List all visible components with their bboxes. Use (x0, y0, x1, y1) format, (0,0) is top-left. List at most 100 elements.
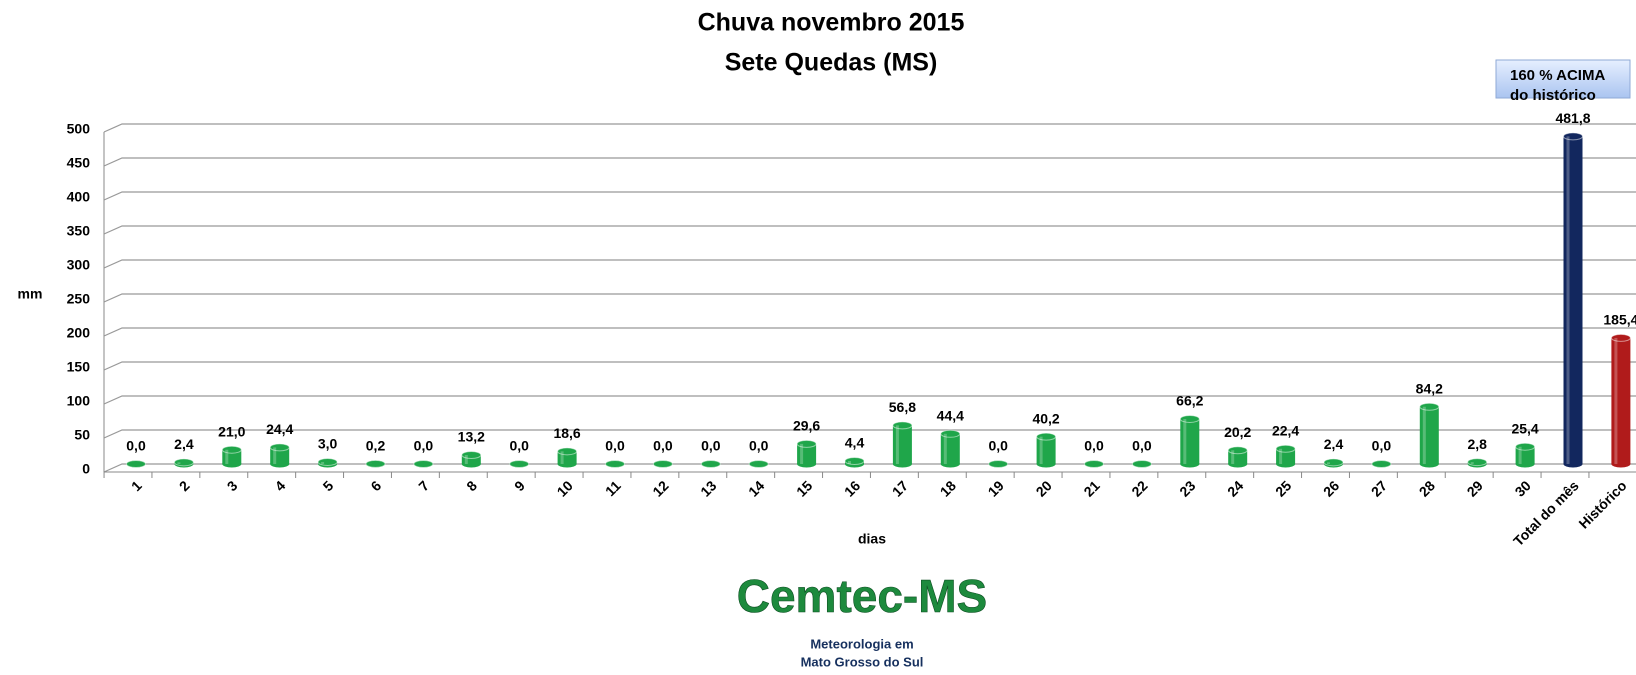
value-label: 0,2 (366, 438, 386, 454)
x-tick-label: Histórico (1575, 477, 1629, 531)
x-tick-label: 6 (367, 477, 384, 494)
y-tick-label: 300 (67, 257, 91, 273)
bar-shine (273, 447, 277, 464)
bar-shine (1231, 450, 1235, 464)
bar-body (1036, 436, 1056, 464)
grid-line (103, 157, 1636, 167)
bar-base (557, 460, 577, 468)
bar-base (1611, 460, 1631, 468)
bar-shine (177, 462, 181, 464)
bar-top (1371, 460, 1392, 468)
bar-top (1131, 460, 1152, 468)
bar-top (1515, 442, 1536, 451)
bar (1563, 132, 1583, 468)
x-tick-label: 17 (889, 477, 911, 499)
value-label: 21,0 (218, 423, 245, 439)
grid-line (103, 395, 1636, 405)
bar-top (652, 460, 673, 468)
bar-shine (943, 433, 947, 464)
bar-shine (1039, 436, 1043, 464)
x-tick-label: 16 (841, 477, 863, 499)
value-label: 22,4 (1272, 422, 1299, 438)
bar (1610, 333, 1631, 468)
x-tick-label: 23 (1176, 477, 1198, 499)
bar (461, 451, 482, 468)
bar (940, 429, 961, 468)
value-label: 66,2 (1176, 393, 1203, 409)
bar-shine (225, 449, 229, 464)
grid-line (103, 225, 1636, 235)
bar (1227, 446, 1248, 468)
bar (892, 421, 913, 468)
x-tick-label: 24 (1224, 477, 1246, 499)
x-tick-label: 8 (463, 477, 480, 494)
grid-line (103, 463, 1636, 473)
bar (173, 458, 194, 468)
bar-shine (848, 461, 851, 464)
x-tick-label: 14 (745, 477, 767, 499)
x-tick-label: 25 (1272, 477, 1294, 499)
bar-shine (800, 443, 804, 464)
bar (796, 439, 817, 468)
bar-top (269, 443, 290, 452)
bar (844, 457, 865, 468)
bar-base (1180, 460, 1200, 468)
bar-base (940, 460, 960, 468)
bar-body (1276, 448, 1296, 464)
bar-base (1036, 460, 1056, 468)
bar-shine (560, 451, 564, 464)
y-tick-label: 250 (67, 291, 91, 307)
bar-body (797, 443, 817, 464)
bar (1419, 402, 1440, 468)
value-label: 0,0 (1372, 438, 1392, 454)
bar (748, 460, 769, 468)
bar-top (796, 439, 817, 448)
bar-top (461, 451, 482, 460)
bar (1323, 458, 1344, 468)
x-tick-label: 10 (554, 477, 576, 499)
x-tick-label: 22 (1128, 477, 1150, 499)
y-tick-label: 350 (67, 223, 91, 239)
bar-top (365, 459, 386, 468)
logo-tagline: Mato Grosso do Sul (801, 654, 924, 669)
value-label: 29,6 (793, 418, 820, 434)
bar (1467, 458, 1488, 468)
bar (126, 460, 146, 468)
bar-body (1419, 406, 1439, 464)
value-label: 20,2 (1224, 424, 1251, 440)
value-label: 185,4 (1603, 312, 1636, 328)
bar (1371, 460, 1392, 468)
bar (317, 457, 338, 468)
value-label: 0,0 (749, 438, 769, 454)
grid-line (103, 429, 1636, 439)
bar-top (1275, 444, 1296, 453)
value-label: 44,4 (937, 408, 964, 424)
bar-body (1515, 446, 1535, 464)
grid-line (103, 327, 1636, 337)
value-label: 4,4 (845, 435, 865, 451)
bar (557, 447, 578, 468)
bar-body (892, 425, 912, 464)
logo-tagline: Meteorologia em (810, 636, 913, 651)
value-label: 0,0 (605, 438, 625, 454)
x-tick-label: 5 (320, 477, 337, 494)
value-label: 0,0 (509, 438, 529, 454)
annotation-box (1495, 59, 1631, 99)
bar (509, 460, 530, 468)
bar-top (1323, 458, 1344, 467)
bar-base (1515, 460, 1535, 468)
bar-base (270, 460, 290, 468)
bar-base (1419, 460, 1439, 468)
x-tick-label: 2 (176, 477, 193, 494)
value-label: 2,4 (1324, 436, 1344, 452)
bar-body (222, 449, 242, 464)
bar-shine (1183, 418, 1187, 464)
bar-shine (1422, 406, 1426, 464)
value-label: 0,0 (414, 438, 434, 454)
bar-top (1084, 460, 1104, 468)
bar-body (1180, 418, 1200, 464)
bar-base (1228, 460, 1248, 468)
x-tick-label: 9 (511, 477, 528, 494)
